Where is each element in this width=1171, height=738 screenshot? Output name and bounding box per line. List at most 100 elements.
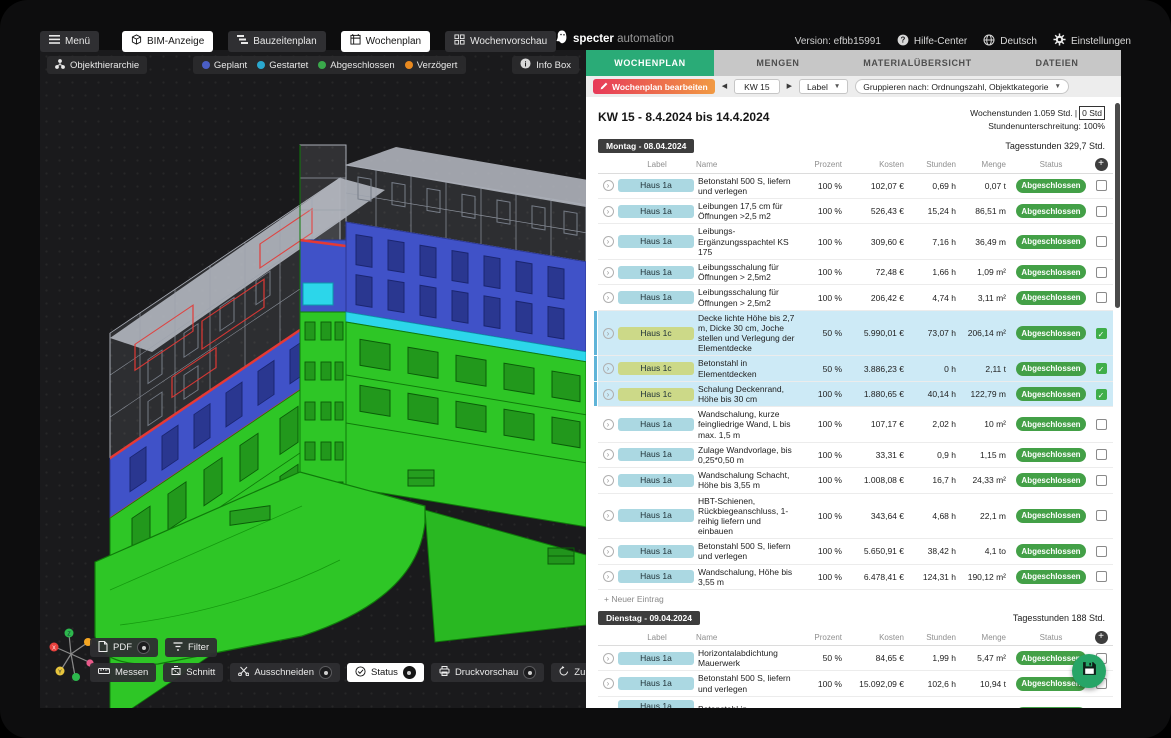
druckvorschau-button[interactable]: Druckvorschau <box>431 663 544 682</box>
objekthierarchie-button[interactable]: Objekthierarchie <box>47 56 147 74</box>
wochenplan-button[interactable]: Wochenplan <box>341 31 430 52</box>
save-button[interactable] <box>1072 654 1106 688</box>
globe-icon <box>983 34 995 49</box>
label-pill: Haus 1a <box>618 266 694 279</box>
expand-row-icon[interactable]: › <box>603 267 614 278</box>
help-center-button[interactable]: ? Hilfe-Center <box>897 34 967 49</box>
row-checkbox[interactable]: ✓ <box>1096 389 1107 400</box>
bauzeitenplan-button[interactable]: Bauzeitenplan <box>228 31 325 52</box>
pdf-toggle[interactable] <box>137 641 150 654</box>
language-button[interactable]: Deutsch <box>983 34 1037 49</box>
row-checkbox[interactable] <box>1096 419 1107 430</box>
expand-row-icon[interactable]: › <box>603 180 614 191</box>
building-model <box>40 50 586 708</box>
add-row-button[interactable]: + <box>1095 158 1108 171</box>
row-checkbox[interactable] <box>1096 571 1107 582</box>
task-name: Betonstahl 500 S, liefern und verlegen <box>696 539 803 563</box>
week-header: KW 15 - 8.4.2024 bis 14.4.2024 Wochenstu… <box>586 97 1121 136</box>
expand-row-icon[interactable]: › <box>603 678 614 689</box>
expand-row-icon[interactable]: › <box>603 546 614 557</box>
expand-row-icon[interactable]: › <box>603 206 614 217</box>
axis-dot <box>72 673 80 681</box>
status-cell: Abgeschlossen <box>1013 265 1089 279</box>
row-checkbox[interactable] <box>1096 546 1107 557</box>
table-row: ›Haus 1aLeibungen 17,5 cm für Öffnungen … <box>598 199 1113 224</box>
expand-row-icon[interactable]: › <box>603 389 614 400</box>
row-checkbox[interactable]: ✓ <box>1096 328 1107 339</box>
kosten-cell: 206,42 € <box>849 293 911 303</box>
expand-row-icon[interactable]: › <box>603 328 614 339</box>
expand-row-icon[interactable]: › <box>603 363 614 374</box>
schnitt-button[interactable]: Schnitt <box>163 663 223 682</box>
menu-button[interactable]: Menü <box>40 31 99 52</box>
label-dropdown[interactable]: Label▼ <box>799 79 848 94</box>
table-row: ›Haus 1cSchalung Deckenrand, Höhe bis 30… <box>598 382 1113 407</box>
row-checkbox[interactable] <box>1096 475 1107 486</box>
label-pill: Haus 1a <box>618 545 694 558</box>
status-cell: Abgeschlossen <box>1013 326 1089 340</box>
panel-content[interactable]: KW 15 - 8.4.2024 bis 14.4.2024 Wochenstu… <box>586 97 1121 708</box>
stunden-cell: 38,42 h <box>911 546 963 556</box>
expand-row-icon[interactable]: › <box>603 653 614 664</box>
stunden-cell: 1,66 h <box>911 267 963 277</box>
expand-row-icon[interactable]: › <box>603 419 614 430</box>
row-labels: Haus 1a <box>618 176 696 195</box>
menu-icon <box>49 35 60 47</box>
settings-button[interactable]: Einstellungen <box>1053 33 1131 49</box>
expand-row-icon[interactable]: › <box>603 571 614 582</box>
row-checkbox[interactable] <box>1096 180 1107 191</box>
label-pill: Haus 1a <box>618 474 694 487</box>
row-checkbox[interactable] <box>1096 206 1107 217</box>
menge-cell: 3,11 m² <box>963 293 1013 303</box>
stunden-cell: 2,02 h <box>911 419 963 429</box>
row-labels: Haus 1c <box>618 324 696 343</box>
druckvorschau-toggle[interactable] <box>523 666 536 679</box>
reset-icon <box>559 666 569 679</box>
menge-cell: 1,15 m <box>963 450 1013 460</box>
status-button[interactable]: Status <box>347 663 424 682</box>
week-title: KW 15 - 8.4.2024 bis 14.4.2024 <box>598 106 769 124</box>
row-checkbox[interactable] <box>1096 292 1107 303</box>
prozent-cell: 100 % <box>803 572 849 582</box>
wochenplan-bearbeiten-button[interactable]: Wochenplan bearbeiten <box>593 79 715 94</box>
bim-viewer[interactable]: Objekthierarchie Geplant Gestartet Abges… <box>40 50 586 708</box>
row-checkbox[interactable] <box>1096 449 1107 460</box>
messen-button[interactable]: Messen <box>90 663 156 682</box>
column-header: Menge <box>963 160 1013 169</box>
group-dropdown[interactable]: Gruppieren nach: Ordnungszahl, Objektkat… <box>855 79 1069 94</box>
table-row: ›Haus 1cBetonstahl in Elementdecken50 %3… <box>598 356 1113 381</box>
pdf-icon <box>98 641 108 655</box>
task-name: Schalung Deckenrand, Höhe bis 30 cm <box>696 382 803 406</box>
new-entry-button[interactable]: + Neuer Eintrag <box>598 590 1113 608</box>
ausschneiden-button[interactable]: Ausschneiden <box>230 663 340 682</box>
wochenvorschau-button[interactable]: Wochenvorschau <box>445 31 556 52</box>
filter-button[interactable]: Filter <box>165 638 217 657</box>
expand-row-icon[interactable]: › <box>603 236 614 247</box>
kosten-cell: 5.990,01 € <box>849 328 911 338</box>
expand-row-icon[interactable]: › <box>603 510 614 521</box>
info-box-button[interactable]: i Info Box <box>512 56 579 74</box>
expand-row-icon[interactable]: › <box>603 449 614 460</box>
row-checkbox[interactable] <box>1096 267 1107 278</box>
row-checkbox[interactable] <box>1096 510 1107 521</box>
row-checkbox[interactable] <box>1096 236 1107 247</box>
vertical-scrollbar[interactable] <box>1115 103 1120 308</box>
status-toggle[interactable] <box>403 666 416 679</box>
axis-gizmo[interactable]: Z X Y <box>48 624 94 684</box>
menge-cell: 5,47 m² <box>963 653 1013 663</box>
menge-cell: 22,1 m <box>963 511 1013 521</box>
expand-row-icon[interactable]: › <box>603 475 614 486</box>
column-header: Menge <box>963 633 1013 642</box>
row-checkbox[interactable]: ✓ <box>1096 363 1107 374</box>
add-row-button[interactable]: + <box>1095 631 1108 644</box>
week-next-button[interactable]: ▶ <box>787 83 792 90</box>
column-header: Stunden <box>911 633 963 642</box>
expand-row-icon[interactable]: › <box>603 292 614 303</box>
pdf-button[interactable]: PDF <box>90 638 158 657</box>
zuruecksetzen-button[interactable]: Zurücksetzen <box>551 663 586 682</box>
week-prev-button[interactable]: ◀ <box>722 83 727 90</box>
bim-anzeige-button[interactable]: BIM-Anzeige <box>122 31 213 52</box>
week-selector[interactable]: KW 15 <box>734 79 780 94</box>
status-badge: Abgeschlossen <box>1016 179 1086 193</box>
ausschneiden-toggle[interactable] <box>319 666 332 679</box>
